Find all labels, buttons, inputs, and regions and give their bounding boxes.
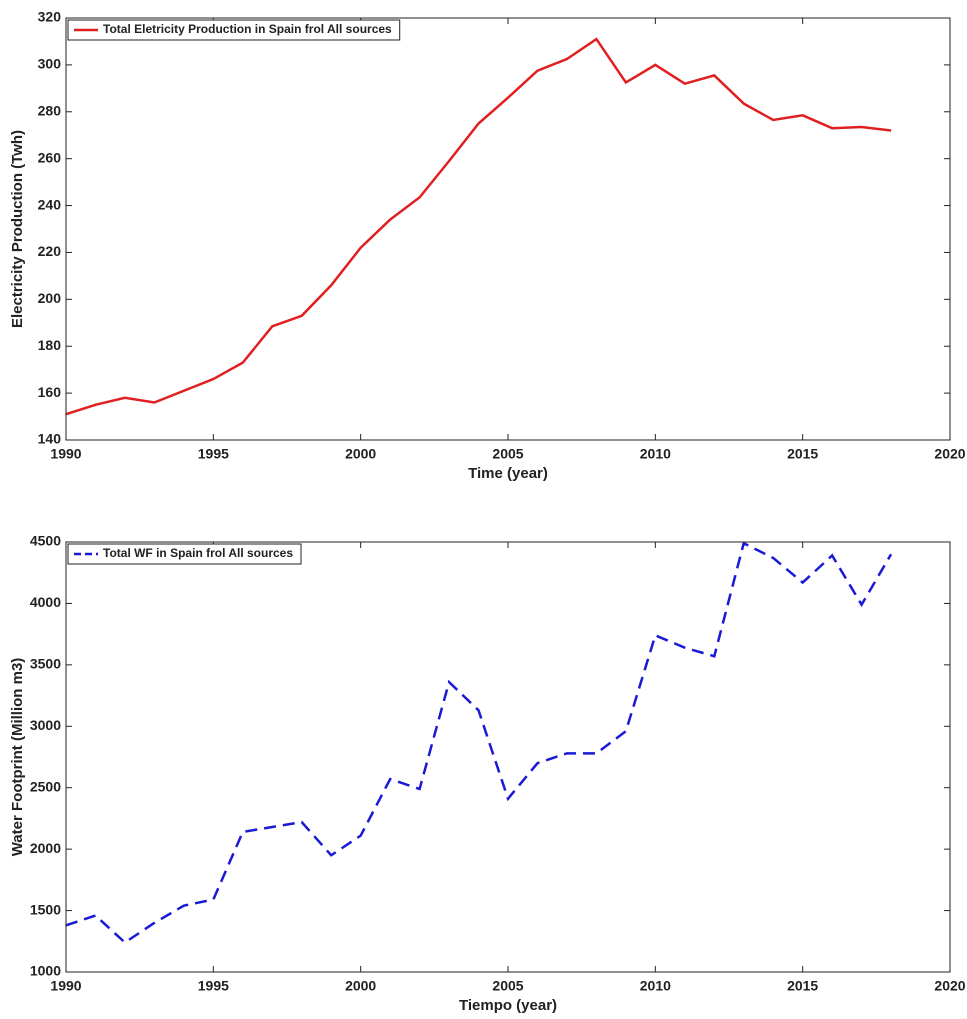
data-line xyxy=(65,37,892,416)
legend: Total WF in Spain frol All sources xyxy=(67,543,302,565)
legend-box xyxy=(67,19,401,41)
x-tick-label: 2015 xyxy=(787,446,818,462)
legend: Total Eletricity Production in Spain fro… xyxy=(67,19,401,41)
y-tick-label: 140 xyxy=(38,431,62,447)
x-tick-label: 2005 xyxy=(492,446,523,462)
y-tick-label: 220 xyxy=(38,243,62,259)
y-tick-label: 4500 xyxy=(30,533,61,549)
legend-label: Total WF in Spain frol All sources xyxy=(103,546,293,560)
data-line xyxy=(65,541,893,945)
y-tick-label: 280 xyxy=(38,102,62,118)
x-tick-label: 2015 xyxy=(787,978,818,994)
y-tick-label: 180 xyxy=(38,337,62,353)
x-tick-label: 2010 xyxy=(640,978,671,994)
x-axis-label: Tiempo (year) xyxy=(459,997,557,1014)
y-tick-label: 3000 xyxy=(30,717,61,733)
x-tick-label: 1990 xyxy=(50,446,81,462)
legend-label: Total Eletricity Production in Spain fro… xyxy=(103,22,392,36)
x-tick-label: 1995 xyxy=(198,978,229,994)
line-chart: 1000 1500 2000 2500 3000 3500 4000 4500 1990 1995… xyxy=(9,533,966,1014)
plot-frame xyxy=(65,17,951,441)
y-tick-label: 2000 xyxy=(30,840,61,856)
y-tick-label: 260 xyxy=(38,149,62,165)
x-tick-label: 2010 xyxy=(640,446,671,462)
x-tick-label: 2020 xyxy=(934,446,965,462)
y-tick-label: 4000 xyxy=(30,594,61,610)
x-tick-label: 1990 xyxy=(50,978,81,994)
y-tick-label: 2500 xyxy=(30,778,61,794)
y-tick-label: 300 xyxy=(38,56,62,72)
y-tick-label: 1000 xyxy=(30,963,61,979)
y-axis-label: Electricity Production (Twh) xyxy=(9,130,26,328)
x-tick-label: 1995 xyxy=(198,446,229,462)
y-tick-label: 240 xyxy=(38,196,62,212)
x-tick-label: 2000 xyxy=(345,446,376,462)
x-tick-label: 2005 xyxy=(492,978,523,994)
y-tick-label: 3500 xyxy=(30,656,61,672)
y-tick-label: 200 xyxy=(38,290,62,306)
legend-box xyxy=(67,543,302,565)
x-tick-label: 2020 xyxy=(934,978,965,994)
x-tick-label: 2000 xyxy=(345,978,376,994)
y-tick-label: 320 xyxy=(38,9,62,25)
x-axis-label: Time (year) xyxy=(468,465,548,482)
plot-frame xyxy=(65,541,951,973)
y-tick-label: 160 xyxy=(38,384,62,400)
line-chart: 140 160 180 200 220 240 260 280 300 320 1990 1995 20… xyxy=(9,9,966,482)
y-axis-label: Water Footprint (Million m3) xyxy=(9,658,26,857)
y-tick-label: 1500 xyxy=(30,901,61,917)
